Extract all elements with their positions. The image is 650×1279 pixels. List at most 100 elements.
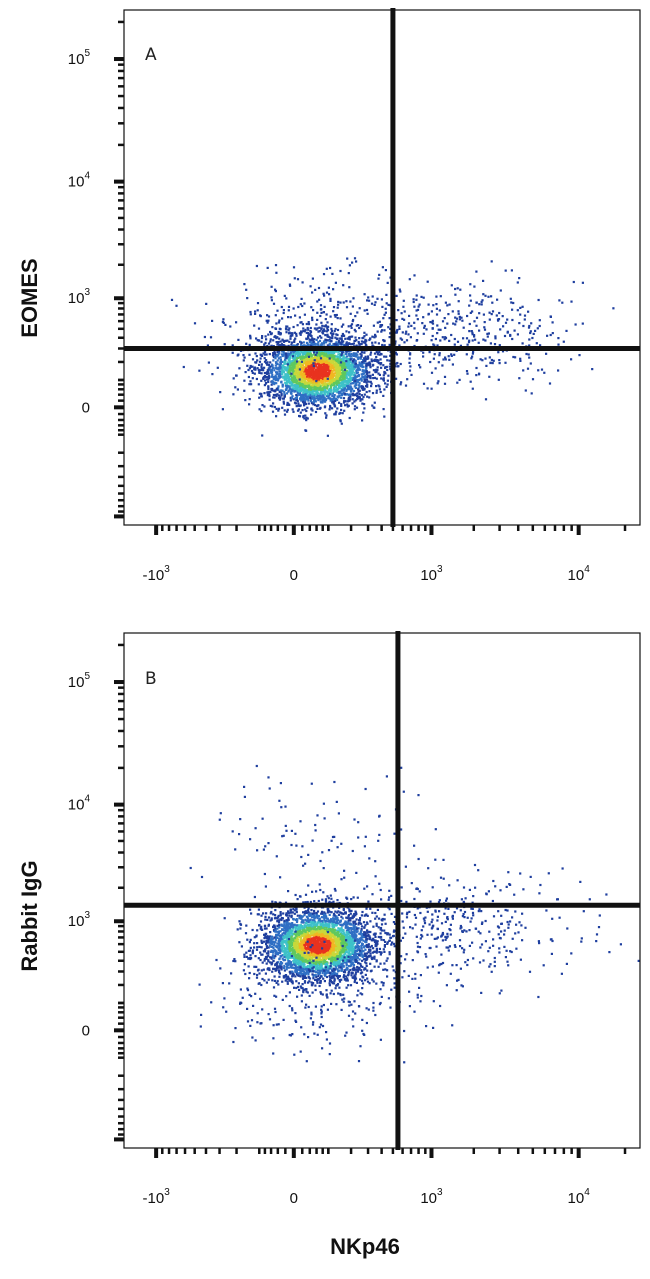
event-point (237, 353, 240, 356)
event-point (300, 297, 303, 300)
event-point (260, 941, 263, 944)
event-point (305, 341, 309, 344)
event-point (341, 365, 344, 368)
event-point (304, 369, 307, 372)
event-point (280, 367, 283, 370)
event-point (280, 305, 283, 309)
event-point (354, 365, 357, 368)
event-point (302, 327, 305, 330)
event-point (453, 337, 456, 341)
event-point (273, 979, 276, 982)
event-point (454, 316, 457, 319)
event-point (325, 313, 328, 316)
event-point (315, 323, 318, 326)
event-point (395, 377, 398, 380)
event-point (303, 404, 306, 407)
event-point (468, 330, 471, 333)
event-point (373, 359, 377, 362)
event-point (343, 387, 346, 390)
event-point (490, 295, 493, 298)
event-point (359, 399, 362, 402)
event-point (337, 927, 340, 930)
event-point (279, 356, 282, 359)
event-point (363, 380, 366, 383)
event-point (313, 375, 316, 378)
event-point (278, 398, 281, 401)
event-point (312, 358, 315, 361)
event-point (374, 341, 377, 344)
event-point (290, 372, 293, 375)
event-point (297, 390, 301, 393)
event-point (347, 378, 350, 381)
event-point (499, 289, 502, 292)
event-point (351, 944, 354, 947)
event-point (254, 352, 257, 355)
event-point (338, 382, 341, 385)
event-point (312, 403, 315, 406)
event-point (325, 330, 328, 333)
event-point (352, 378, 355, 381)
event-point (317, 367, 320, 370)
event-point (333, 383, 336, 386)
event-point (329, 366, 332, 369)
event-point (346, 403, 349, 406)
event-point (359, 377, 363, 380)
event-point (545, 352, 548, 355)
event-point (258, 360, 262, 363)
event-point (274, 364, 277, 367)
event-point (272, 302, 276, 305)
event-point (357, 373, 360, 377)
event-point (362, 365, 365, 368)
event-point (257, 957, 260, 960)
event-point (272, 367, 275, 370)
event-point (324, 318, 327, 321)
event-point (293, 401, 297, 404)
event-point (523, 318, 526, 321)
event-point (281, 354, 284, 358)
event-point (316, 390, 319, 394)
event-point (301, 382, 304, 385)
event-point (436, 344, 439, 347)
event-point (328, 364, 331, 367)
event-point (277, 332, 280, 335)
event-point (372, 324, 375, 327)
event-point (487, 332, 490, 335)
event-point (309, 370, 312, 373)
event-point (471, 333, 474, 336)
event-point (314, 355, 317, 358)
event-point (359, 343, 362, 346)
event-point (321, 898, 324, 901)
event-point (285, 356, 288, 359)
event-point (267, 374, 271, 377)
event-point (322, 936, 325, 939)
event-point (325, 267, 328, 270)
event-point (330, 378, 334, 381)
event-point (299, 333, 302, 336)
event-point (331, 381, 334, 384)
event-point (266, 321, 269, 324)
event-point (304, 377, 307, 380)
event-point (282, 375, 285, 378)
event-point (351, 917, 354, 920)
event-point (267, 372, 270, 375)
event-point (357, 388, 360, 391)
event-point (329, 388, 332, 391)
event-point (289, 399, 292, 402)
event-point (274, 314, 277, 317)
event-point (306, 377, 309, 380)
event-point (291, 933, 294, 936)
event-point (322, 342, 325, 345)
event-point (261, 404, 264, 407)
event-point (581, 281, 584, 284)
event-point (408, 357, 411, 360)
event-point (286, 379, 289, 382)
event-point (488, 375, 491, 378)
event-point (368, 361, 371, 364)
event-point (279, 366, 282, 369)
event-point (352, 342, 355, 345)
event-point (294, 314, 297, 317)
event-point (371, 344, 374, 347)
event-point (518, 277, 521, 280)
event-point (361, 993, 364, 996)
event-point (350, 353, 353, 356)
